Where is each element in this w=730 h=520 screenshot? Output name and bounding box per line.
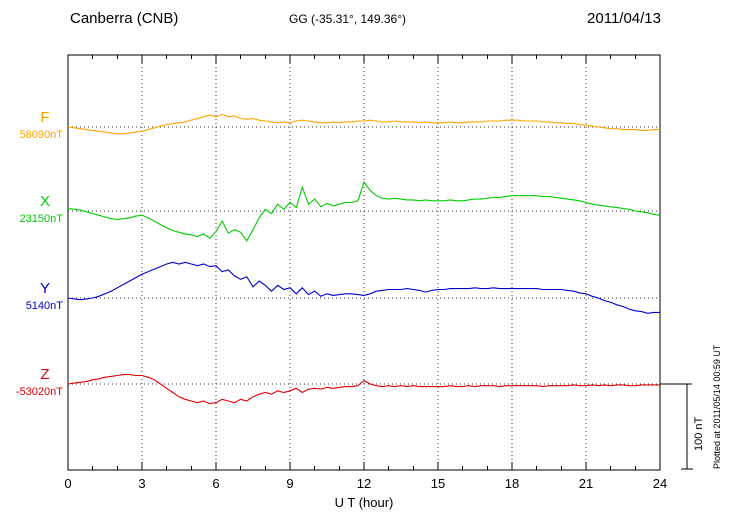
component-letter-X: X bbox=[39, 193, 50, 210]
x-tick-label: 12 bbox=[356, 476, 372, 491]
x-tick-label: 15 bbox=[430, 476, 446, 491]
trace-Y bbox=[67, 261, 660, 314]
plotted-timestamp-note: Plotted at 2011/05/14 00:59 UT bbox=[712, 344, 722, 469]
component-baseline-value-F: 58090nT bbox=[19, 129, 63, 141]
component-baseline-value-Z: -53020nT bbox=[15, 386, 63, 398]
component-letter-Z: Z bbox=[40, 366, 50, 383]
component-letter-Y: Y bbox=[39, 280, 50, 297]
observation-date: 2011/04/13 bbox=[587, 10, 661, 27]
x-tick-label: 3 bbox=[138, 476, 146, 491]
x-tick-label: 0 bbox=[64, 476, 72, 491]
trace-Z bbox=[67, 374, 660, 405]
scale-bar-label: 100 nT bbox=[693, 416, 705, 451]
x-tick-label: 18 bbox=[504, 476, 520, 491]
trace-F bbox=[67, 113, 660, 135]
station-title: Canberra (CNB) bbox=[70, 10, 179, 27]
trace-X bbox=[67, 180, 661, 242]
x-tick-label: 6 bbox=[212, 476, 220, 491]
geographic-coordinates: GG (-35.31°, 149.36°) bbox=[289, 12, 406, 26]
x-tick-label: 24 bbox=[652, 476, 668, 491]
x-tick-label: 9 bbox=[286, 476, 294, 491]
x-axis-title: U T (hour) bbox=[334, 495, 394, 510]
x-tick-label: 21 bbox=[578, 476, 594, 491]
component-baseline-value-Y: 5140nT bbox=[25, 300, 63, 312]
component-letter-F: F bbox=[40, 109, 50, 126]
component-baseline-value-X: 23150nT bbox=[19, 213, 63, 225]
